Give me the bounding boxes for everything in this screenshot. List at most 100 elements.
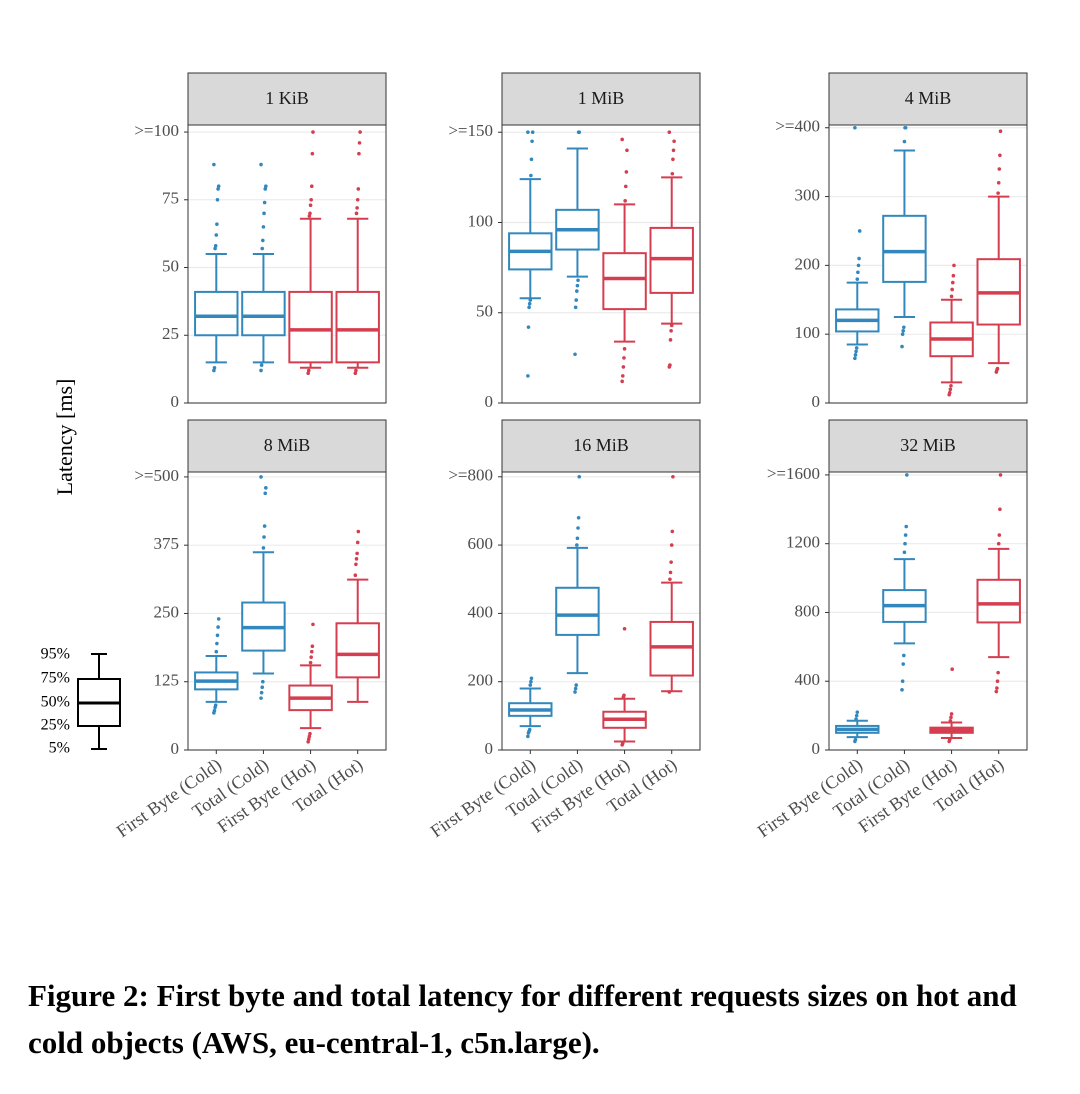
y-tick-label: 0 (485, 739, 494, 758)
outlier (998, 129, 1003, 133)
box (194, 290, 239, 337)
box (335, 290, 380, 364)
outlier (900, 332, 905, 336)
outlier (526, 130, 530, 135)
y-tick-label: 125 (154, 671, 180, 690)
outlier (310, 644, 315, 649)
outlier (577, 130, 582, 135)
outlier (529, 679, 533, 684)
outlier (621, 365, 626, 369)
outlier (309, 655, 313, 659)
outlier (668, 338, 673, 342)
outlier (668, 577, 672, 582)
y-tick-label: >=1600 (767, 464, 820, 483)
outlier (263, 491, 268, 496)
outlier (214, 649, 219, 654)
box-key (77, 653, 121, 750)
outlier (309, 184, 314, 189)
outlier (353, 371, 358, 375)
outlier (573, 305, 578, 310)
strip (187, 419, 387, 473)
panel-title: 1 KiB (265, 88, 309, 108)
outlier (902, 139, 907, 144)
outlier (574, 298, 579, 302)
outlier (996, 541, 1001, 546)
outlier (903, 541, 907, 546)
outlier (902, 653, 906, 658)
outlier (215, 641, 219, 646)
outlier (998, 153, 1002, 158)
box (602, 252, 647, 311)
outlier (667, 690, 672, 694)
outlier (667, 130, 672, 135)
outlier (948, 718, 953, 723)
outlier (527, 305, 531, 310)
outlier (622, 626, 627, 631)
key-label: 50% (41, 694, 70, 711)
outlier (856, 263, 861, 268)
outlier (902, 550, 907, 555)
outlier (526, 374, 530, 378)
outlier (353, 573, 358, 578)
y-tick-label: 0 (171, 392, 180, 411)
y-tick-label: 200 (795, 254, 821, 273)
outlier (308, 211, 312, 216)
outlier (854, 713, 859, 718)
outlier (306, 740, 310, 744)
y-tick-label: 600 (468, 534, 494, 553)
outlier (212, 365, 217, 370)
outlier (948, 387, 953, 392)
outlier (530, 139, 534, 144)
outlier (575, 543, 579, 547)
outlier (668, 570, 673, 575)
outlier (212, 368, 216, 373)
outlier (216, 617, 221, 621)
outlier (309, 197, 313, 202)
panel-border (501, 124, 701, 404)
outlier (259, 368, 263, 373)
outlier (997, 533, 1002, 537)
outlier (900, 344, 904, 349)
outlier (259, 162, 263, 167)
outlier (355, 197, 360, 202)
box (288, 290, 333, 364)
outlier (215, 633, 220, 638)
outlier (354, 211, 359, 216)
panel-border (187, 471, 387, 751)
outlier (623, 184, 628, 189)
y-tick-label: 400 (795, 670, 821, 689)
y-tick-label: 1200 (786, 533, 820, 552)
outlier (997, 167, 1002, 171)
y-tick-label: 100 (795, 323, 821, 342)
outlier (856, 270, 860, 275)
outlier (216, 625, 220, 629)
outlier (671, 474, 675, 479)
y-tick-label: 0 (171, 739, 180, 758)
outlier (855, 277, 860, 281)
panel-border (828, 124, 1028, 404)
outlier (261, 679, 265, 684)
key-label: 75% (41, 670, 70, 687)
y-tick-label: 50 (476, 302, 493, 321)
outlier (577, 474, 582, 479)
outlier (573, 352, 577, 357)
outlier (854, 349, 858, 354)
outlier (527, 301, 532, 306)
outlier (624, 170, 629, 174)
caption: Figure 2: First byte and total latency f… (28, 978, 1017, 1060)
outlier (573, 690, 577, 694)
y-tick-label: >=400 (775, 117, 820, 136)
outlier (311, 622, 315, 627)
outlier (950, 280, 955, 285)
outlier (947, 390, 952, 395)
outlier (212, 162, 216, 167)
outlier (951, 273, 956, 278)
y-tick-label: 75 (162, 189, 179, 208)
outlier (576, 278, 580, 283)
y-tick-label: 0 (485, 392, 494, 411)
panel-border (187, 124, 387, 404)
outlier (998, 507, 1002, 512)
outlier (263, 187, 268, 191)
outlier (212, 708, 217, 713)
outlier (670, 529, 675, 534)
